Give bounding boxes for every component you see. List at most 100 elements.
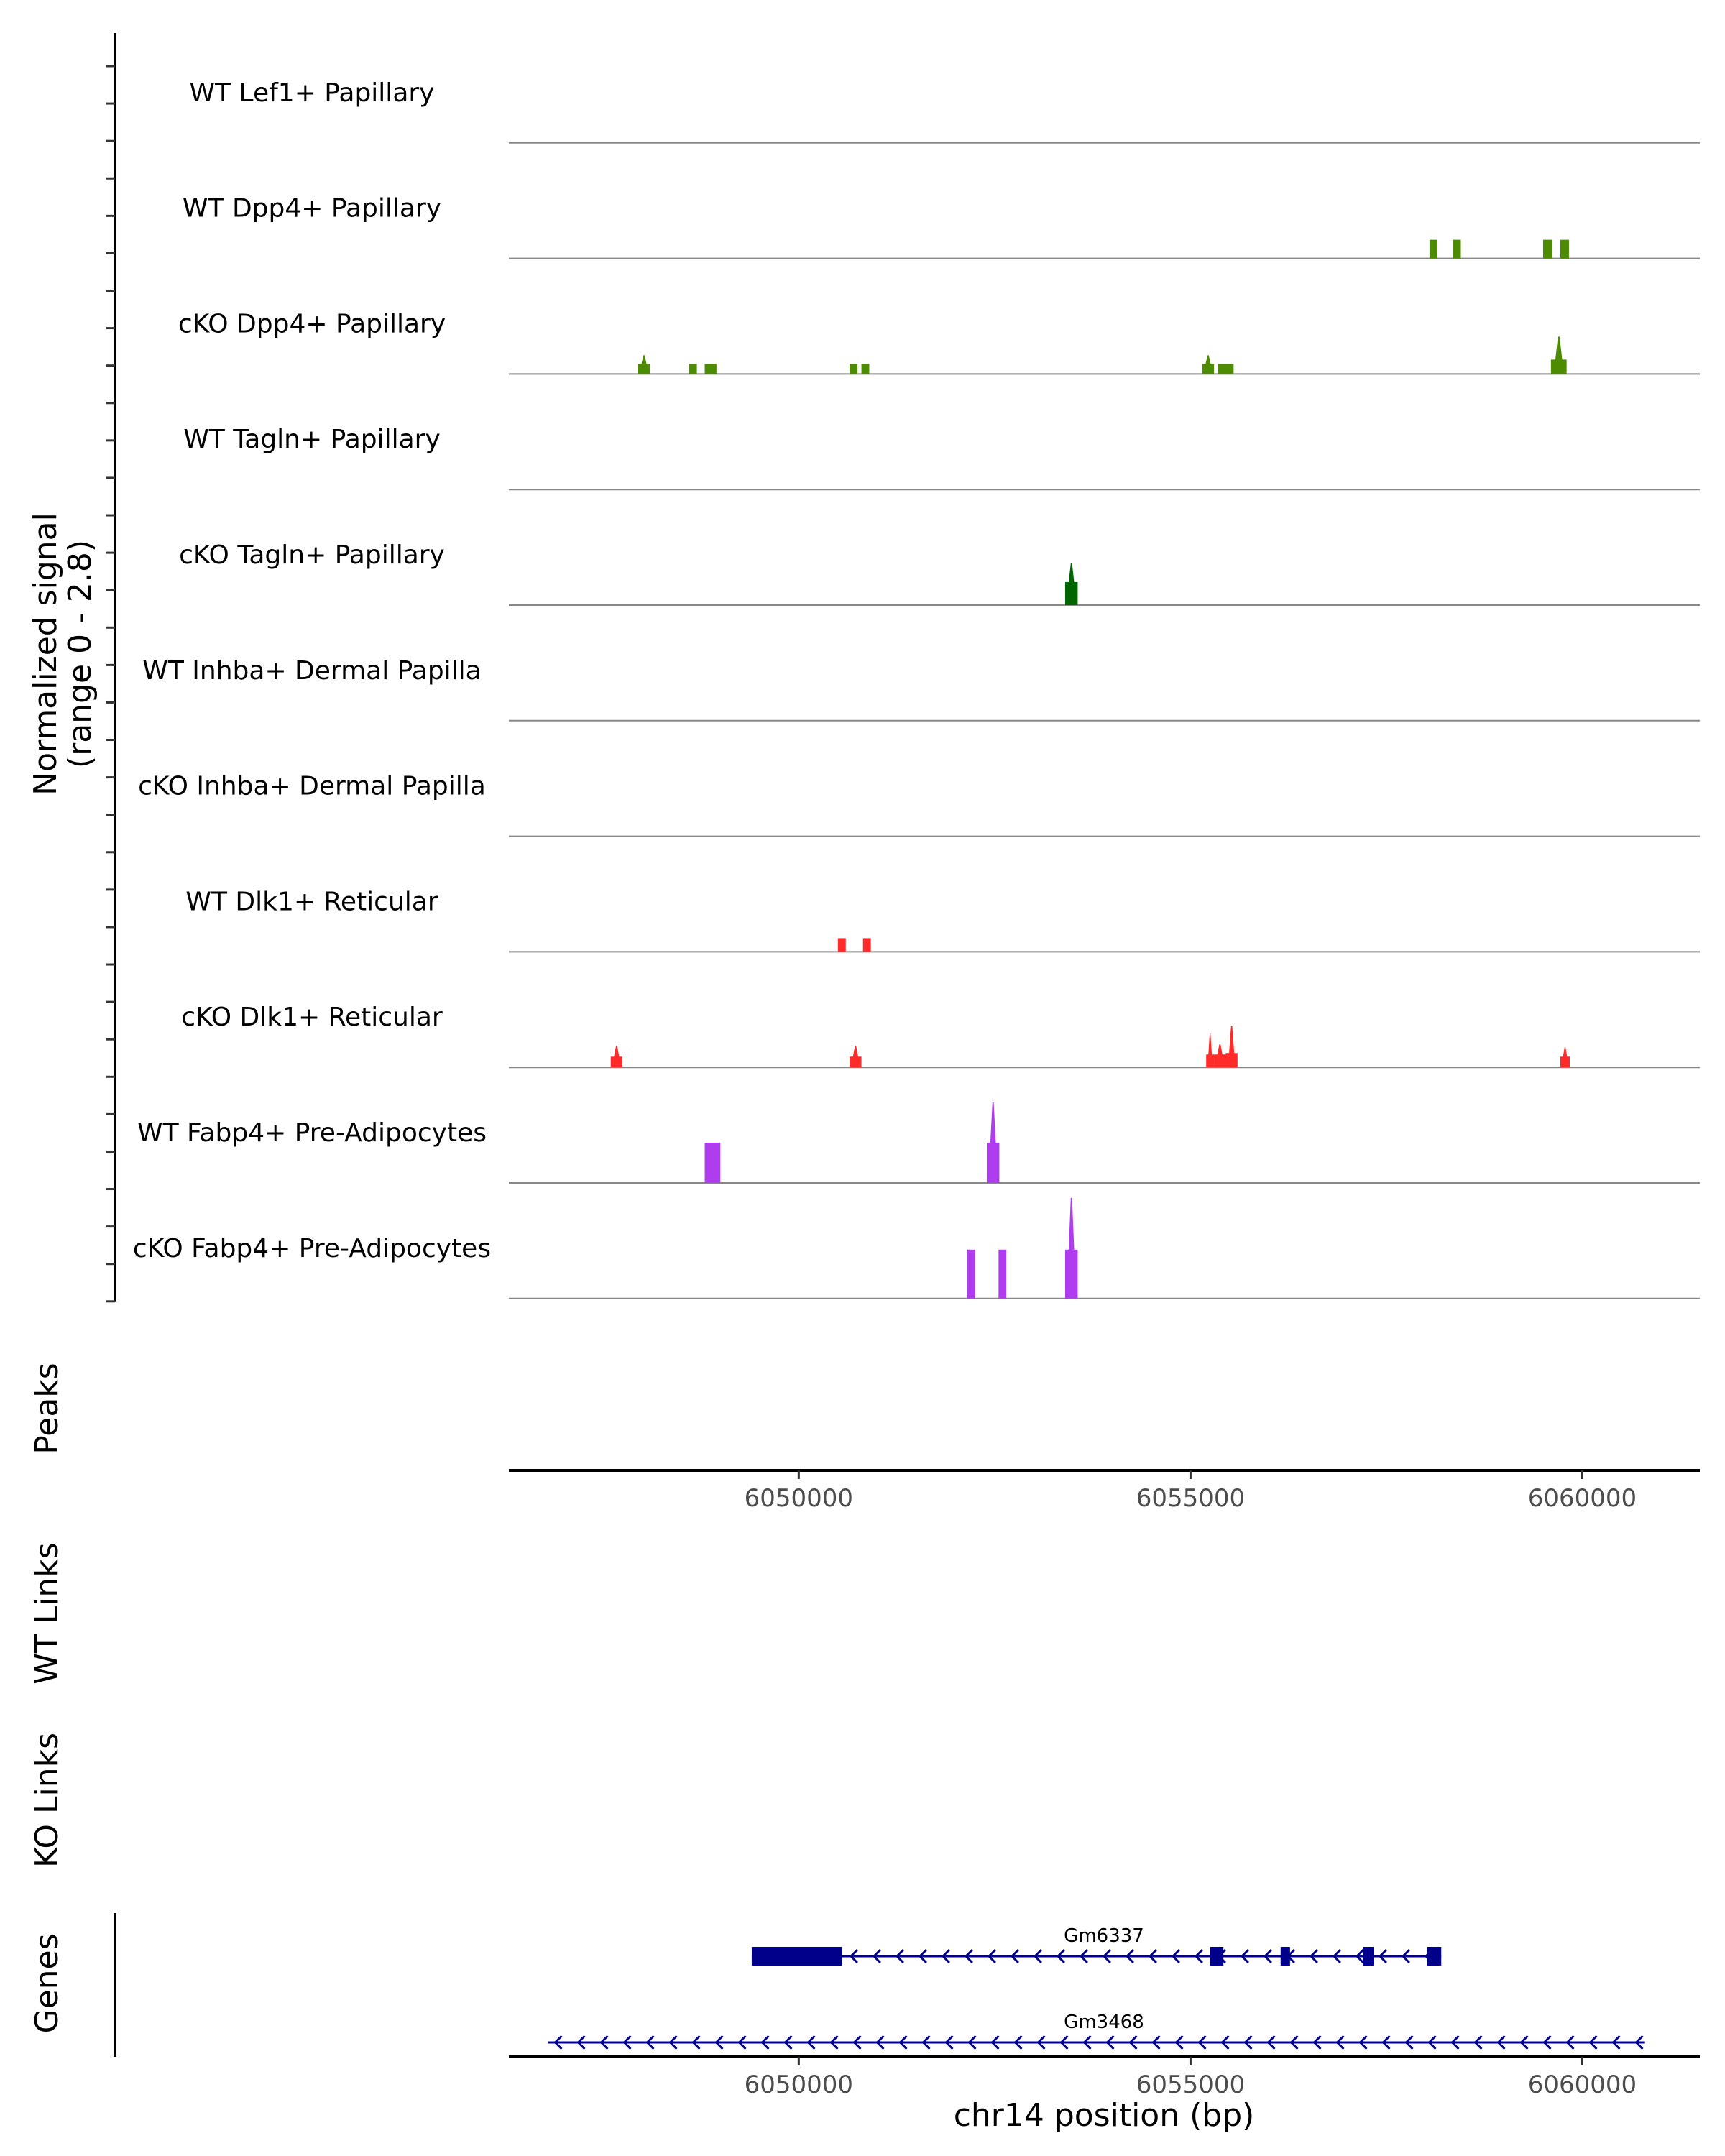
strand-arrow	[1128, 2035, 1138, 2050]
coverage-peak	[1453, 239, 1461, 259]
strand-arrow	[1401, 1948, 1411, 1964]
strand-arrow	[1220, 2035, 1230, 2050]
strand-arrow	[1381, 2035, 1391, 2050]
y-axis-label-line1: Normalized signal	[27, 512, 64, 796]
coverage-areas	[610, 239, 1570, 1299]
strand-arrow	[1033, 1948, 1043, 1964]
strand-arrow	[1263, 1948, 1273, 1964]
genes-axis-tick-label: 6050000	[745, 2070, 853, 2099]
strand-arrow	[1332, 1948, 1342, 1964]
strand-arrow	[1358, 2035, 1368, 2050]
gene-annotations: Gm6337 Gm3468	[548, 1925, 1645, 2050]
genes-axis-tick-label: 6060000	[1528, 2070, 1637, 2099]
coverage-peak	[704, 1143, 721, 1183]
track-label: WT Dlk1+ Reticular	[185, 887, 438, 916]
strand-arrow	[1404, 2035, 1414, 2050]
strand-arrow	[1079, 1948, 1089, 1964]
peaks-axis-tick-label: 6055000	[1136, 1484, 1245, 1513]
strand-arrow	[967, 2035, 977, 2050]
strand-arrow	[806, 2035, 816, 2050]
strand-arrow	[1197, 2035, 1207, 2050]
strand-arrow	[760, 2035, 770, 2050]
strand-arrow	[1056, 1948, 1066, 1964]
coverage-peak	[850, 1046, 862, 1068]
strand-arrow	[1151, 2035, 1161, 2050]
gene-name-label: Gm3468	[1064, 2012, 1144, 2033]
strand-arrow	[1148, 1948, 1158, 1964]
gene-exon	[1280, 1947, 1290, 1966]
track-label: cKO Tagln+ Papillary	[179, 540, 445, 570]
coverage-peak	[1218, 364, 1234, 374]
strand-arrow	[1542, 2035, 1552, 2050]
strand-arrow	[691, 2035, 701, 2050]
strand-arrow	[1588, 2035, 1598, 2050]
genes-axis-tick-label: 6055000	[1136, 2070, 1245, 2099]
strand-arrow	[964, 1948, 974, 1964]
strand-arrow	[895, 1948, 905, 1964]
coverage-peak	[1542, 239, 1553, 259]
strand-arrow	[1309, 1948, 1319, 1964]
coverage-peak	[1064, 1197, 1078, 1299]
coverage-peak	[638, 355, 650, 374]
strand-arrow	[1289, 2035, 1299, 2050]
strand-arrow	[1496, 2035, 1506, 2050]
gene-exon	[1363, 1947, 1374, 1966]
strand-arrow	[737, 2035, 747, 2050]
strand-arrow	[1266, 2035, 1276, 2050]
strand-arrow	[1355, 1948, 1365, 1964]
coverage-peak	[998, 1249, 1007, 1299]
peaks-axis-tick-label: 6060000	[1528, 1484, 1637, 1513]
coverage-peak	[1429, 239, 1438, 259]
track-label: cKO Dlk1+ Reticular	[181, 1003, 443, 1032]
strand-arrow	[1450, 2035, 1460, 2050]
coverage-peak	[704, 364, 717, 374]
strand-arrow	[1013, 2035, 1023, 2050]
strand-arrow	[1335, 2035, 1345, 2050]
coverage-peak	[986, 1102, 1000, 1183]
gene-exon	[751, 1947, 842, 1966]
x-axis-title: chr14 position (bp)	[954, 2097, 1255, 2134]
strand-arrow	[1565, 2035, 1575, 2050]
coverage-peak	[850, 364, 858, 374]
track-label: cKO Fabp4+ Pre-Adipocytes	[133, 1234, 491, 1263]
strand-arrow	[1473, 2035, 1483, 2050]
strand-arrow	[1174, 2035, 1184, 2050]
coverage-peak	[967, 1249, 975, 1299]
strand-arrow	[941, 1948, 951, 1964]
strand-arrow	[1082, 2035, 1092, 2050]
strand-arrow	[987, 1948, 997, 1964]
coverage-peak	[689, 364, 697, 374]
coverage-peak	[1225, 1026, 1238, 1068]
strand-arrow	[1194, 1948, 1204, 1964]
signal-axis	[106, 33, 116, 1303]
strand-arrow	[668, 2035, 678, 2050]
track-labels: WT Lef1+ Papillary WT Dpp4+ Papillary cKO …	[133, 78, 491, 1263]
strand-arrow	[1171, 1948, 1181, 1964]
gene-name-label: Gm6337	[1064, 1925, 1144, 1947]
coverage-peak	[610, 1046, 623, 1068]
strand-arrow	[849, 1948, 859, 1964]
track-label: WT Dpp4+ Papillary	[183, 194, 441, 224]
strand-arrow	[622, 2035, 632, 2050]
coverage-peak	[1560, 239, 1569, 259]
strand-arrow	[1634, 2035, 1644, 2050]
strand-arrow	[576, 2035, 586, 2050]
coverage-peak	[1202, 355, 1215, 374]
strand-arrow	[714, 2035, 724, 2050]
strand-arrow	[783, 2035, 793, 2050]
strand-arrow	[1427, 2035, 1437, 2050]
gene-exon	[1210, 1947, 1224, 1966]
coverage-peak	[1206, 1033, 1215, 1068]
genes-x-axis-ticks: 6050000 6055000 6060000	[745, 2057, 1637, 2099]
wt-links-track-label: WT Links	[29, 1542, 65, 1684]
track-label: WT Lef1+ Papillary	[190, 78, 435, 108]
track-label: WT Tagln+ Papillary	[183, 425, 441, 454]
track-label: WT Inhba+ Dermal Papilla	[142, 656, 481, 686]
strand-arrow	[990, 2035, 1000, 2050]
strand-arrow	[852, 2035, 862, 2050]
coverage-peak	[862, 938, 871, 952]
strand-arrow	[944, 2035, 954, 2050]
coverage-peak	[837, 938, 846, 952]
strand-arrow	[1059, 2035, 1069, 2050]
